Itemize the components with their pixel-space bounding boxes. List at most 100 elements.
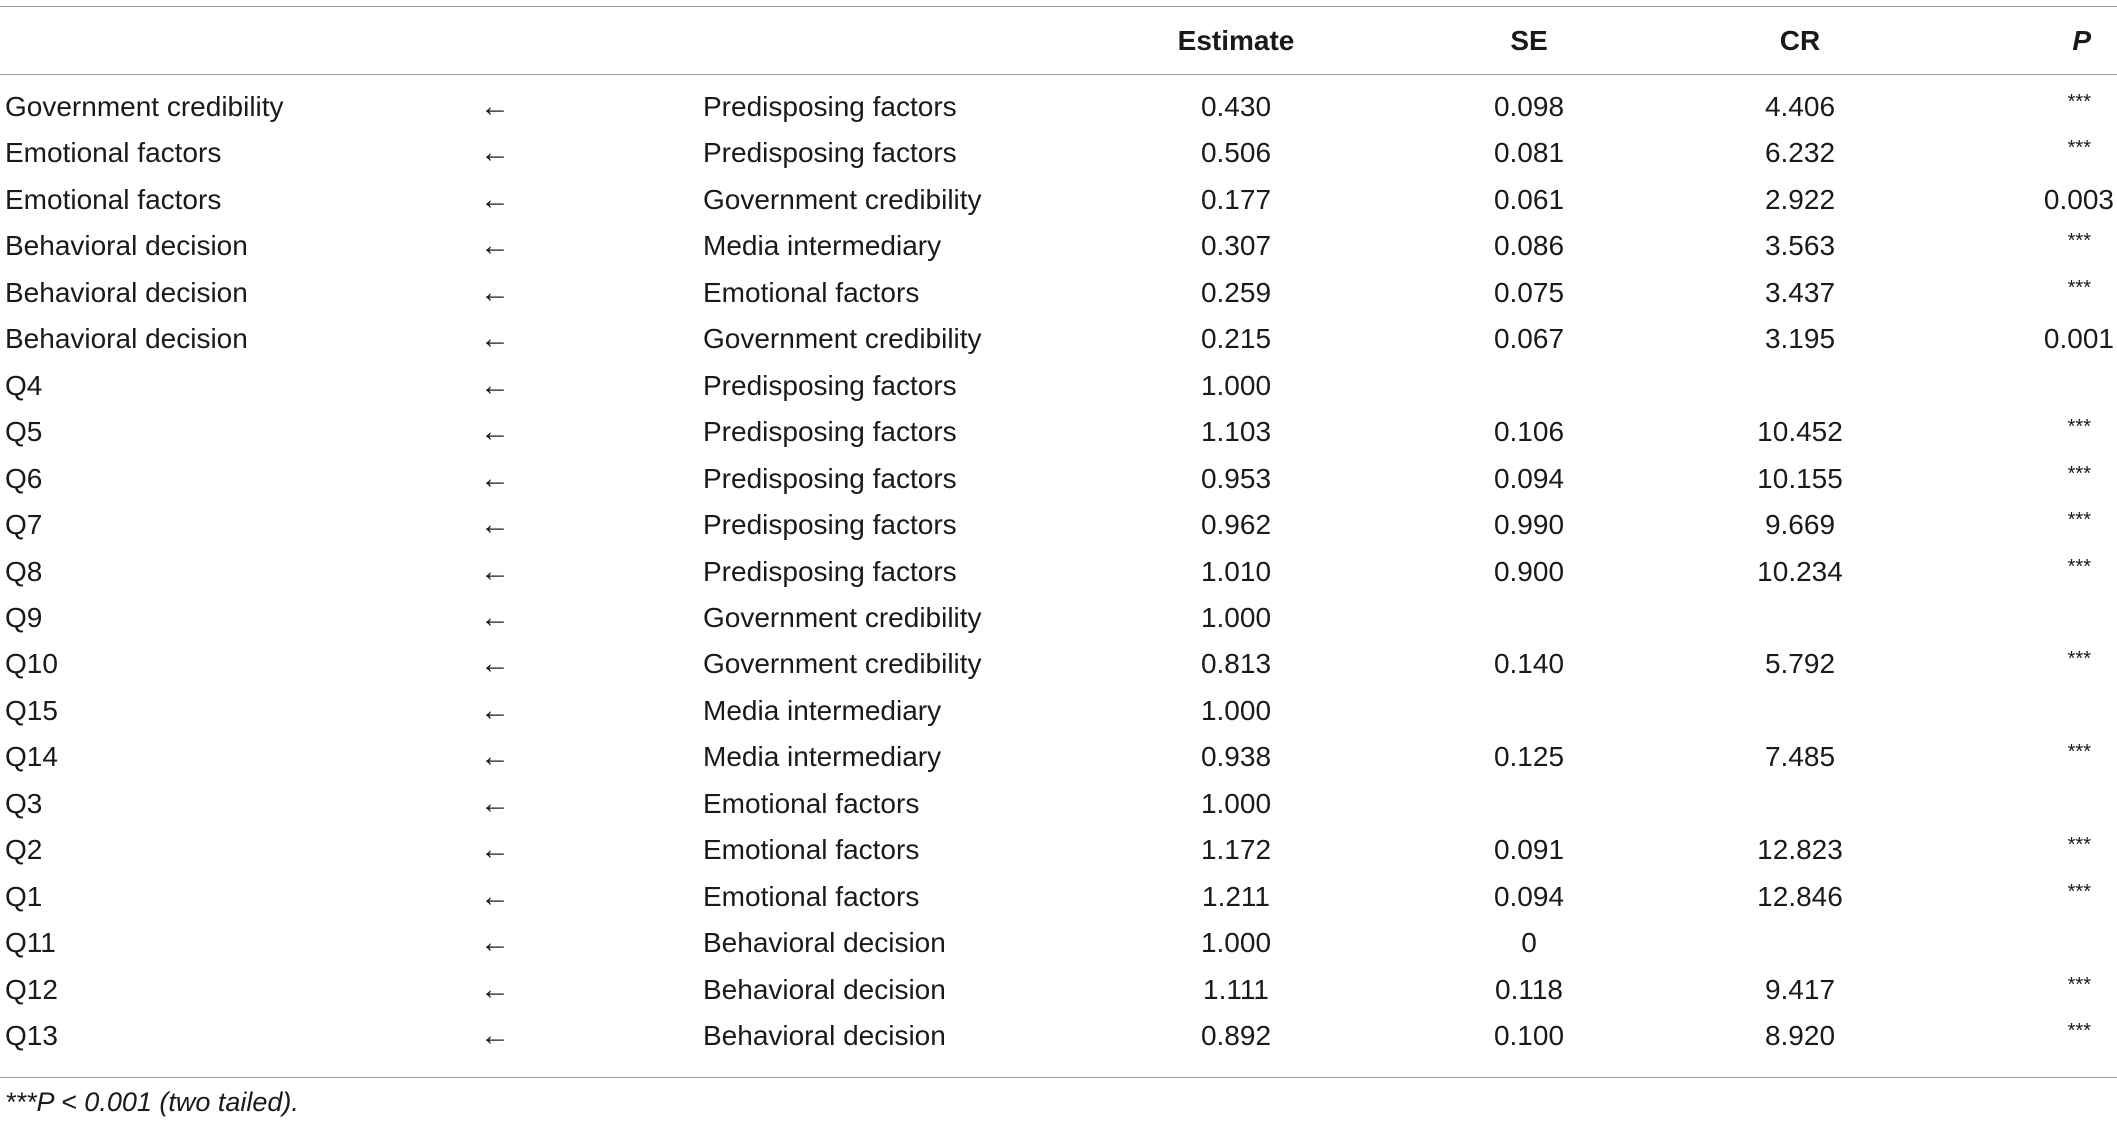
cell-cr: 3.437 xyxy=(1764,276,1836,308)
table-row: Q2 ← Emotional factors 1.172 0.091 12.823 *** xyxy=(0,827,2117,873)
cell-from: Behavioral decision xyxy=(5,276,248,308)
cell-p: *** xyxy=(2067,462,2091,485)
table-row: Behavioral decision ← Media intermediary 0.… xyxy=(0,223,2117,269)
header-estimate: Estimate xyxy=(1177,25,1295,56)
table-row: Q15 ← Media intermediary 1.000 xyxy=(0,688,2117,734)
header-p: P xyxy=(2072,25,2091,56)
cell-arrow: ← xyxy=(480,879,510,913)
cell-se: 0.094 xyxy=(1493,462,1565,494)
cell-to: Predisposing factors xyxy=(703,369,957,401)
cell-from: Q12 xyxy=(5,973,58,1005)
cell-estimate: 1.000 xyxy=(1200,694,1272,726)
cell-cr: 12.823 xyxy=(1757,834,1843,866)
cell-cr: 7.485 xyxy=(1764,741,1836,773)
cell-cr: 8.920 xyxy=(1764,1020,1836,1051)
table-row: Behavioral decision ← Government credibili… xyxy=(0,316,2117,362)
cell-to: Predisposing factors xyxy=(703,91,957,122)
cell-cr: 12.846 xyxy=(1757,880,1843,912)
cell-cr: 3.563 xyxy=(1764,230,1836,262)
table-top-rule xyxy=(0,6,2117,7)
cell-p: *** xyxy=(2067,741,2091,764)
table-row: Behavioral decision ← Emotional factors 0.2… xyxy=(0,270,2117,316)
cell-cr: 5.792 xyxy=(1764,648,1836,680)
cell-se: 0.140 xyxy=(1493,648,1565,680)
cell-p: *** xyxy=(2067,648,2091,671)
cell-arrow: ← xyxy=(480,926,510,960)
cell-p: *** xyxy=(2067,1020,2091,1042)
cell-se: 0.118 xyxy=(1495,973,1563,1005)
cell-p: *** xyxy=(2067,137,2091,160)
cell-se: 0.125 xyxy=(1493,741,1565,773)
table-bottom-rule xyxy=(0,1077,2117,1078)
table-row: Q5 ← Predisposing factors 1.103 0.106 10.452 *… xyxy=(0,409,2117,455)
cell-se: 0.061 xyxy=(1493,183,1565,215)
cell-from: Q1 xyxy=(5,880,43,912)
cell-arrow: ← xyxy=(480,415,510,449)
cell-arrow: ← xyxy=(480,786,510,820)
cell-to: Predisposing factors xyxy=(703,509,957,541)
cell-cr: 9.669 xyxy=(1764,509,1836,541)
cell-estimate: 1.172 xyxy=(1200,834,1272,866)
cell-from: Q14 xyxy=(5,741,58,773)
cell-estimate: 0.892 xyxy=(1200,1020,1272,1051)
cell-estimate: 1.000 xyxy=(1200,601,1272,633)
table-row: Q10 ← Government credibility 0.813 0.140 5.79… xyxy=(0,641,2117,687)
cell-p: 0.001 xyxy=(2043,323,2114,355)
cell-estimate: 0.938 xyxy=(1200,741,1272,773)
cell-to: Emotional factors xyxy=(703,787,920,819)
cell-se: 0.067 xyxy=(1493,323,1565,355)
cell-arrow: ← xyxy=(480,275,510,309)
cell-to: Government credibility xyxy=(703,601,982,633)
cell-se: 0.900 xyxy=(1493,555,1565,587)
cell-from: Q5 xyxy=(5,416,43,448)
cell-cr: 10.155 xyxy=(1757,462,1843,494)
cell-from: Q11 xyxy=(5,927,56,959)
table-header-row: Estimate SE CR P xyxy=(0,18,2117,64)
cell-estimate: 0.506 xyxy=(1200,137,1272,169)
cell-to: Emotional factors xyxy=(703,276,920,308)
table-row: Emotional factors ← Predisposing factors 0.… xyxy=(0,130,2117,176)
cell-arrow: ← xyxy=(480,508,510,542)
cell-cr: 3.195 xyxy=(1764,323,1836,355)
table-row: Emotional factors ← Government credibility… xyxy=(0,177,2117,223)
cell-cr: 4.406 xyxy=(1764,91,1836,122)
cell-cr: 10.234 xyxy=(1757,555,1843,587)
cell-from: Q4 xyxy=(5,369,43,401)
cell-to: Emotional factors xyxy=(703,880,920,912)
table-row: Q13 ← Behavioral decision 0.892 0.100 8.920 **… xyxy=(0,1013,2117,1059)
cell-cr: 10.452 xyxy=(1757,416,1843,448)
cell-p: *** xyxy=(2067,973,2091,996)
cell-arrow: ← xyxy=(480,90,510,123)
cell-from: Q2 xyxy=(5,834,43,866)
cell-estimate: 1.010 xyxy=(1200,555,1272,587)
cell-arrow: ← xyxy=(480,136,510,170)
table-row: Q1 ← Emotional factors 1.211 0.094 12.846 *** xyxy=(0,874,2117,920)
cell-p: *** xyxy=(2067,880,2091,903)
cell-to: Behavioral decision xyxy=(703,1020,946,1051)
cell-se: 0.094 xyxy=(1493,880,1565,912)
table-row: Q9 ← Government credibility 1.000 xyxy=(0,595,2117,641)
cell-se: 0.086 xyxy=(1493,230,1565,262)
cell-from: Behavioral decision xyxy=(5,230,248,262)
cell-from: Q3 xyxy=(5,787,43,819)
cell-to: Predisposing factors xyxy=(703,416,957,448)
cell-estimate: 0.259 xyxy=(1200,276,1272,308)
cell-to: Behavioral decision xyxy=(703,973,946,1005)
cell-se: 0.075 xyxy=(1493,276,1565,308)
cell-se: 0.990 xyxy=(1493,509,1565,541)
cell-to: Government credibility xyxy=(703,648,982,680)
cell-se: 0.106 xyxy=(1493,416,1565,448)
cell-p: *** xyxy=(2067,834,2091,857)
cell-estimate: 0.953 xyxy=(1200,462,1272,494)
cell-estimate: 0.215 xyxy=(1200,323,1272,355)
cell-arrow: ← xyxy=(480,647,510,681)
table-row: Q4 ← Predisposing factors 1.000 xyxy=(0,363,2117,409)
cell-estimate: 0.177 xyxy=(1200,183,1272,215)
cell-se: 0.100 xyxy=(1493,1020,1565,1051)
table-row: Q3 ← Emotional factors 1.000 xyxy=(0,781,2117,827)
cell-estimate: 1.211 xyxy=(1202,880,1270,912)
cell-p: *** xyxy=(2067,416,2091,439)
cell-from: Q10 xyxy=(5,648,58,680)
cell-arrow: ← xyxy=(480,833,510,867)
cell-estimate: 0.813 xyxy=(1200,648,1272,680)
